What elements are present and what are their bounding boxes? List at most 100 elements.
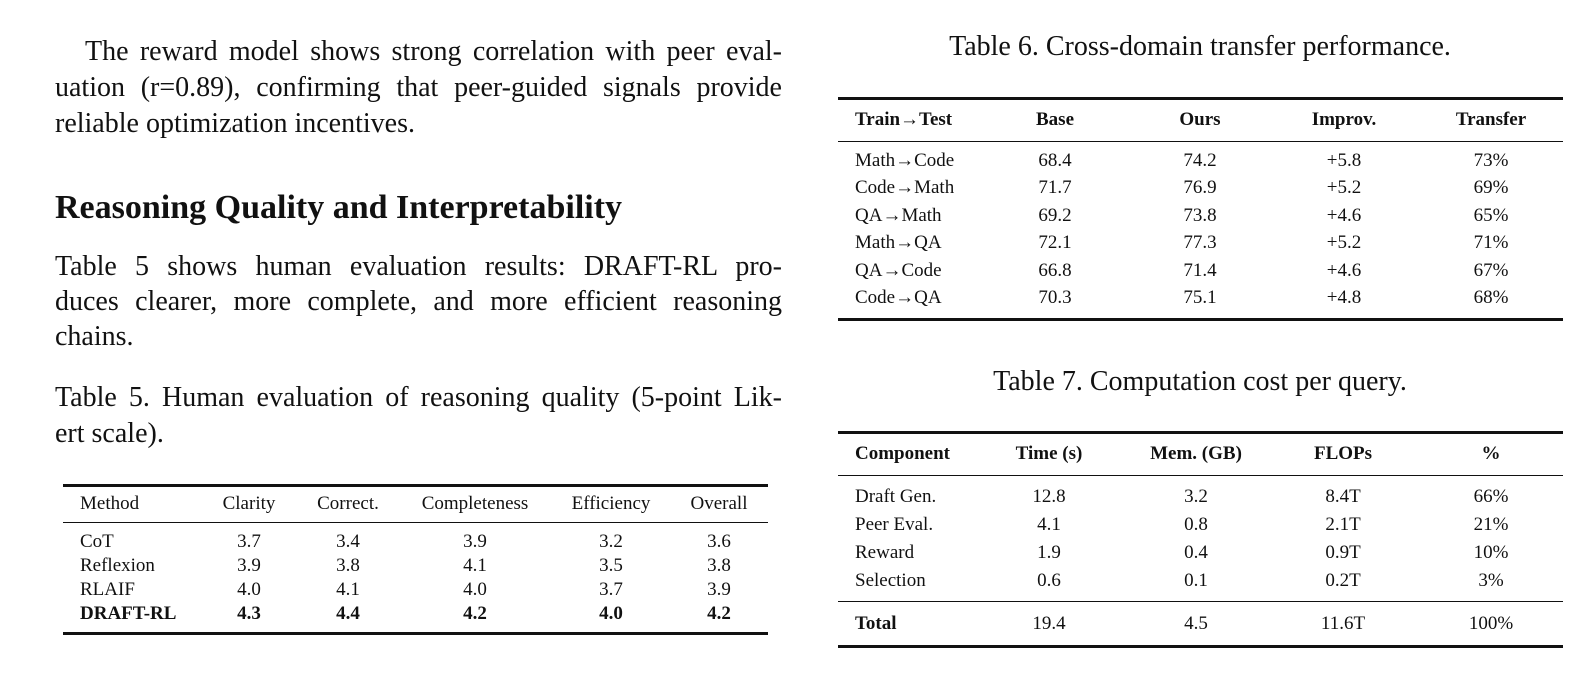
table6-cell: 71.4: [1183, 259, 1217, 281]
table7-cell: 0.2T: [1325, 570, 1361, 591]
table6-cell: 75.1: [1183, 287, 1217, 308]
table5-cell: 4.1: [336, 579, 360, 600]
table-rule: [838, 97, 1563, 100]
table6-cell: 68%: [1473, 287, 1509, 308]
table6-header-cell: Train→Test: [855, 109, 953, 130]
table7-header-cell: FLOPs: [1313, 443, 1373, 464]
paragraph-line: uation (r=0.89), confirming that peer-gu…: [55, 72, 782, 103]
table5-cell: 4.2: [463, 603, 487, 624]
table6-cell: QA→Code: [855, 259, 942, 281]
table5-header-cell: Overall: [690, 493, 748, 514]
table7-header-cell: Component: [855, 443, 951, 464]
table5-cell: CoT: [80, 531, 114, 552]
table6-cell: 73%: [1473, 150, 1509, 171]
table6-cell: Code→QA: [855, 287, 942, 308]
table5-cell: 3.7: [237, 531, 261, 552]
table5-cell: 4.3: [237, 603, 261, 624]
section-heading: Reasoning Quality and Interpretability: [55, 189, 623, 226]
table6-cell: 65%: [1473, 204, 1509, 226]
table7-cell: 10%: [1473, 542, 1509, 563]
table-rule: [838, 475, 1563, 477]
table6-cell: 73.8: [1183, 204, 1217, 226]
table7-cell: 4.1: [1037, 514, 1061, 535]
table5-cell: 4.4: [336, 603, 360, 624]
table5-cell: RLAIF: [80, 579, 135, 600]
table-rule: [63, 484, 768, 487]
paragraph-line: The reward model shows strong correlatio…: [85, 36, 782, 67]
paragraph-line: Table 5 shows human evaluation results: …: [55, 251, 782, 282]
table5-cell: 3.9: [707, 579, 731, 600]
table7-cell: 0.6: [1037, 570, 1061, 591]
table5-cell: 3.9: [237, 555, 261, 576]
table6-cell: +5.2: [1326, 177, 1362, 199]
table6-cell: 72.1: [1038, 232, 1072, 254]
table6-cell: 74.2: [1183, 150, 1217, 171]
table7-cell: 8.4T: [1325, 486, 1361, 507]
table-rule: [838, 601, 1563, 603]
table6-cell: Code→Math: [855, 177, 955, 199]
table6-cell: 71.7: [1038, 177, 1072, 199]
table6-cell: +5.2: [1326, 232, 1362, 254]
table6-header-cell: Base: [1036, 109, 1074, 130]
table6-cell: 69.2: [1038, 204, 1072, 226]
table7-header-cell: Time (s): [1015, 443, 1083, 464]
table5-cell: 3.5: [599, 555, 623, 576]
table5-cell: DRAFT-RL: [80, 603, 177, 624]
table5-cell: 3.2: [599, 531, 623, 552]
table5-caption: ert scale).: [55, 418, 164, 449]
table5-cell: Reflexion: [80, 555, 155, 576]
table5-cell: 4.0: [599, 603, 623, 624]
table5-header-cell: Completeness: [421, 493, 529, 514]
table6-header-cell: Ours: [1179, 109, 1221, 130]
table7-cell: 66%: [1473, 486, 1509, 507]
table6-cell: +4.8: [1326, 287, 1362, 308]
table5-cell: 4.0: [463, 579, 487, 600]
table-rule: [63, 522, 768, 524]
table7-cell: 3.2: [1184, 486, 1208, 507]
table6-cell: 67%: [1473, 259, 1509, 281]
table7-cell: 0.1: [1184, 570, 1208, 591]
table-rule: [838, 645, 1563, 648]
table6-cell: 70.3: [1038, 287, 1072, 308]
table5-header-cell: Method: [80, 493, 140, 514]
table5-cell: 3.8: [707, 555, 731, 576]
table6-cell: Math→Code: [855, 150, 955, 171]
table6-caption: Table 6. Cross-domain transfer performan…: [949, 31, 1451, 62]
paragraph-line: chains.: [55, 321, 134, 352]
table7-total-cell: 4.5: [1184, 613, 1208, 634]
table-rule: [63, 632, 768, 635]
paragraph-line: duces clearer, more complete, and more e…: [55, 286, 782, 317]
table5-header-cell: Efficiency: [571, 493, 651, 514]
table7-total-cell: 19.4: [1032, 613, 1066, 634]
table5-cell: 4.2: [707, 603, 731, 624]
table6-cell: 69%: [1473, 177, 1509, 199]
table7-total-cell: Total: [855, 613, 897, 634]
table-rule: [838, 318, 1563, 321]
table6-cell: +4.6: [1326, 259, 1362, 281]
table7-cell: 12.8: [1032, 486, 1066, 507]
table-rule: [838, 431, 1563, 434]
table7-cell: 0.4: [1184, 542, 1208, 563]
table7-cell: Reward: [855, 542, 915, 563]
table6-cell: +5.8: [1326, 150, 1362, 171]
table7-cell: Draft Gen.: [855, 486, 937, 507]
table6-cell: 76.9: [1183, 177, 1217, 199]
table6-cell: Math→QA: [855, 232, 942, 254]
table5-cell: 3.6: [707, 531, 731, 552]
table6-cell: QA→Math: [855, 204, 942, 226]
table7-cell: 0.9T: [1325, 542, 1361, 563]
table7-header-cell: Mem. (GB): [1150, 443, 1242, 464]
table5-cell: 3.8: [336, 555, 360, 576]
table7-caption: Table 7. Computation cost per query.: [993, 366, 1407, 397]
table5-cell: 3.4: [336, 531, 360, 552]
table5-caption: Table 5. Human evaluation of reasoning q…: [55, 382, 782, 413]
table6-cell: 66.8: [1038, 259, 1072, 281]
table7-header-cell: %: [1481, 443, 1501, 464]
table5-cell: 4.1: [463, 555, 487, 576]
table6-cell: 77.3: [1183, 232, 1217, 254]
table5-cell: 3.9: [463, 531, 487, 552]
table6-cell: +4.6: [1326, 204, 1362, 226]
table7-cell: 3%: [1478, 570, 1504, 591]
paragraph-line: reliable optimization incentives.: [55, 108, 415, 139]
table5-header-cell: Correct.: [317, 493, 379, 514]
